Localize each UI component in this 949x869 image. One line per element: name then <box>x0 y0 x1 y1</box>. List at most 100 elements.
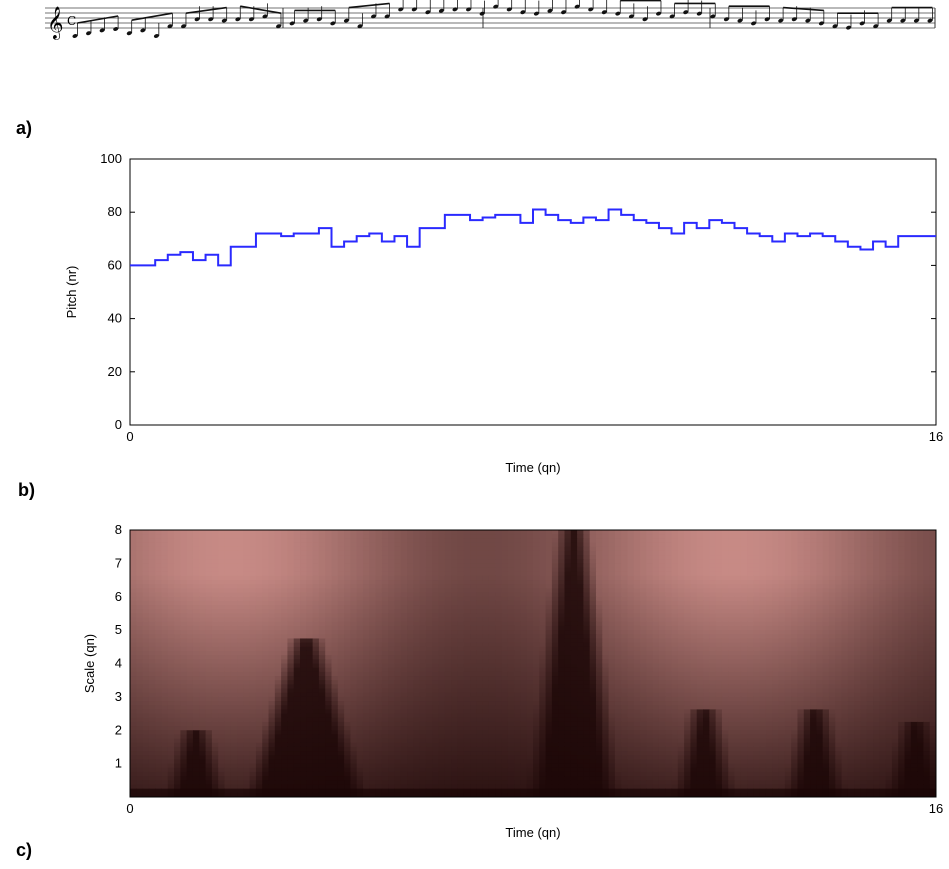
heatmap-cell <box>438 534 446 539</box>
heatmap-cell <box>224 580 232 585</box>
heatmap-cell <box>413 538 421 544</box>
heatmap-cell <box>281 671 288 677</box>
heatmap-cell <box>425 621 433 627</box>
heatmap-cell <box>917 609 924 614</box>
heatmap-cell <box>715 550 723 556</box>
heatmap-cell <box>791 571 798 577</box>
heatmap-cell <box>595 571 603 577</box>
heatmap-cell <box>677 592 685 598</box>
heatmap-cell <box>381 630 389 635</box>
heatmap-cell <box>218 600 225 606</box>
heatmap-cell <box>432 555 440 560</box>
heatmap-cell <box>608 580 616 585</box>
heatmap-cell <box>281 571 288 577</box>
heatmap-cell <box>721 650 729 656</box>
heatmap-cell <box>388 605 395 610</box>
heatmap-cell <box>671 546 679 552</box>
heatmap-cell <box>589 550 597 556</box>
heatmap-cell <box>136 634 144 639</box>
heatmap-cell <box>507 638 515 644</box>
heatmap-cell <box>457 588 465 594</box>
heatmap-cell <box>451 559 458 564</box>
heatmap-cell <box>394 680 402 685</box>
heatmap-cell <box>545 609 553 614</box>
heatmap-cell <box>130 630 137 635</box>
note-head <box>791 17 797 22</box>
heatmap-cell <box>797 596 805 602</box>
heatmap-cell <box>715 671 723 677</box>
note-head <box>723 17 729 22</box>
heatmap-cell <box>495 534 503 539</box>
heatmap-cell <box>797 600 805 606</box>
heatmap-cell <box>501 588 509 594</box>
heatmap-cell <box>482 592 490 598</box>
heatmap-cell <box>130 542 137 548</box>
heatmap-cell <box>470 546 477 552</box>
heatmap-cell <box>501 609 509 614</box>
heatmap-cell <box>828 667 836 673</box>
heatmap-cell <box>268 575 276 581</box>
heatmap-cell <box>759 613 767 619</box>
heatmap-cell <box>765 655 773 660</box>
heatmap-cell <box>337 550 345 556</box>
heatmap-cell <box>558 538 565 544</box>
heatmap-cell <box>167 638 175 644</box>
heatmap-cell <box>463 630 471 635</box>
heatmap-cell <box>463 588 471 594</box>
heatmap-cell <box>514 550 521 556</box>
heatmap-cell <box>205 596 213 602</box>
heatmap-cell <box>583 542 591 548</box>
heatmap-cell <box>218 617 225 623</box>
heatmap-cell <box>640 563 647 569</box>
heatmap-cell <box>262 546 270 552</box>
heatmap-cell <box>608 609 616 614</box>
heatmap-cell <box>199 559 207 564</box>
heatmap-cell <box>174 563 181 569</box>
heatmap-cell <box>470 530 477 535</box>
heatmap-cell <box>917 605 924 610</box>
heatmap-cell <box>243 655 251 660</box>
heatmap-cell <box>262 534 270 539</box>
heatmap-cell <box>369 596 377 602</box>
heatmap-cell <box>577 538 584 544</box>
heatmap-cell <box>337 584 345 589</box>
heatmap-cell <box>482 617 490 623</box>
heatmap-cell <box>306 676 314 681</box>
heatmap-cell <box>180 563 188 569</box>
heatmap-cell <box>356 563 364 569</box>
heatmap-cell <box>715 625 723 631</box>
heatmap-cell <box>583 600 591 606</box>
heatmap-cell <box>476 546 484 552</box>
heatmap-cell <box>854 542 861 548</box>
heatmap-cell <box>595 671 603 677</box>
heatmap-cell <box>910 575 918 581</box>
heatmap-cell <box>476 588 484 594</box>
heatmap-cell <box>514 646 521 652</box>
heatmap-cell <box>501 559 509 564</box>
heatmap-cell <box>325 575 332 581</box>
heatmap-cell <box>300 667 307 673</box>
heatmap-cell <box>262 605 270 610</box>
heatmap-cell <box>211 580 219 585</box>
heatmap-cell <box>772 559 780 564</box>
heatmap-cell <box>381 609 389 614</box>
heatmap-cell <box>344 634 351 639</box>
heatmap-cell <box>589 617 597 623</box>
heatmap-cell <box>652 546 660 552</box>
heatmap-cell <box>703 621 710 627</box>
heatmap-cell <box>362 575 370 581</box>
heatmap-cell <box>923 555 931 560</box>
heatmap-cell <box>167 634 175 639</box>
heatmap-cell <box>136 609 144 614</box>
heatmap-cell <box>312 571 320 577</box>
heatmap-cell <box>470 588 477 594</box>
heatmap-cell <box>155 630 162 635</box>
heatmap-cell <box>224 559 232 564</box>
heatmap-cell <box>690 646 698 652</box>
heatmap-cell <box>577 621 584 627</box>
heatmap-cell <box>381 567 389 573</box>
heatmap-cell <box>904 534 912 539</box>
heatmap-cell <box>551 546 559 552</box>
heatmap-cell <box>684 634 691 639</box>
heatmap-cell <box>873 630 880 635</box>
